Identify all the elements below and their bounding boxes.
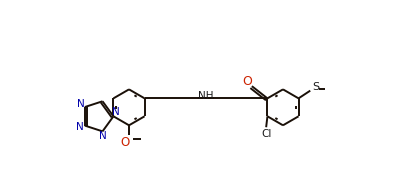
Text: S: S (312, 82, 319, 92)
Text: N: N (112, 108, 120, 118)
Text: N: N (98, 131, 106, 141)
Text: Cl: Cl (261, 129, 272, 139)
Text: N: N (77, 122, 84, 132)
Text: O: O (242, 74, 252, 88)
Text: N: N (77, 99, 85, 109)
Text: NH: NH (198, 91, 214, 101)
Text: O: O (121, 136, 130, 149)
